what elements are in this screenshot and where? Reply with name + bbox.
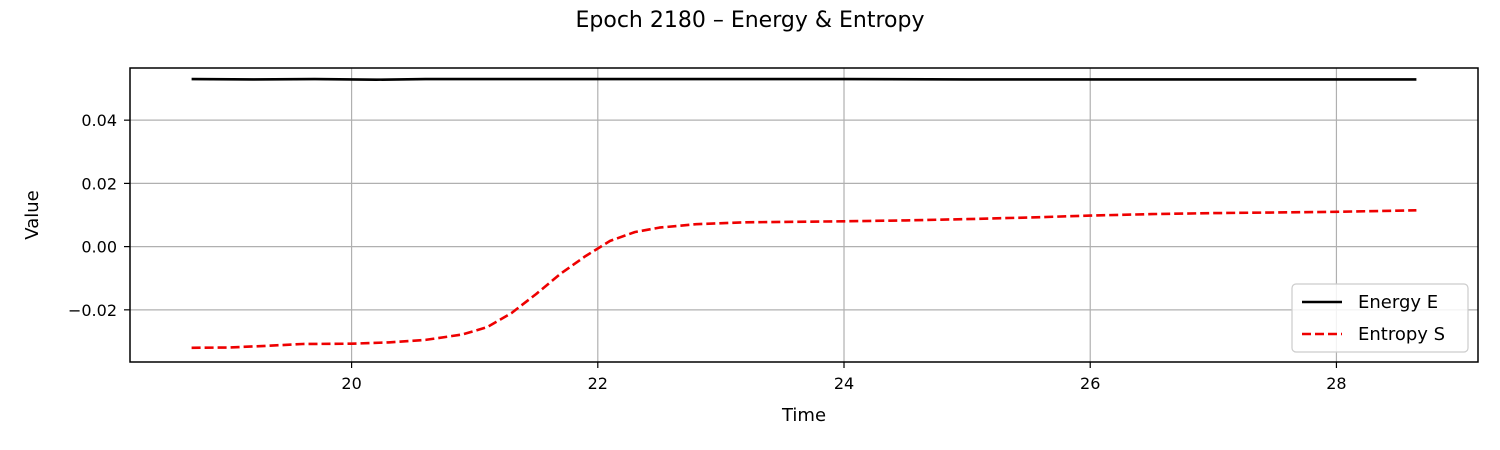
- chart-title: Epoch 2180 – Energy & Entropy: [576, 8, 925, 33]
- series-lines: [191, 77, 1417, 350]
- series-line-energy: [191, 77, 1417, 81]
- x-axis-ticks: 20 22 24 26 28: [341, 362, 1347, 393]
- legend-label: Entropy S: [1358, 324, 1445, 345]
- y-tick-label: 0.02: [81, 174, 117, 193]
- x-axis-label: Time: [781, 405, 826, 426]
- x-tick-label: 20: [341, 374, 361, 393]
- x-tick-label: 24: [834, 374, 854, 393]
- y-tick-label: 0.00: [81, 238, 117, 257]
- legend-label: Energy E: [1358, 292, 1438, 313]
- plot-frame: [129, 67, 1479, 363]
- series-line-entropy: [191, 209, 1417, 350]
- legend: Energy E Entropy S: [1291, 283, 1469, 353]
- y-tick-label: 0.04: [81, 111, 117, 130]
- grid: [130, 68, 1478, 362]
- x-tick-label: 26: [1080, 374, 1100, 393]
- x-tick-label: 28: [1326, 374, 1346, 393]
- y-axis-ticks: −0.02 0.00 0.02 0.04: [68, 111, 130, 320]
- y-axis-label: Value: [22, 190, 43, 239]
- y-tick-label: −0.02: [68, 301, 117, 320]
- x-tick-label: 22: [588, 374, 608, 393]
